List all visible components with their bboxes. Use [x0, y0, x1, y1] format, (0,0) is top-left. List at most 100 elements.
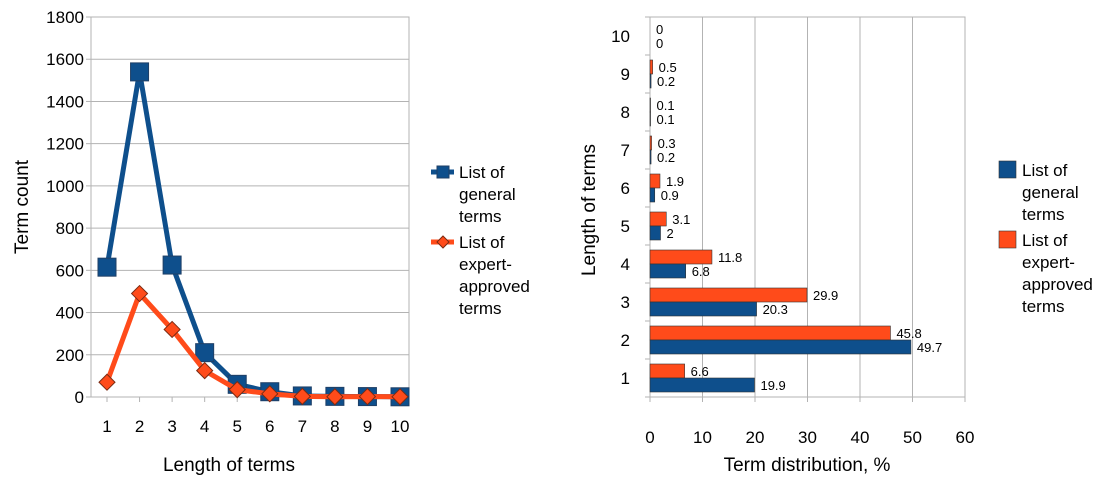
line-chart-y-tick-label: 600 — [56, 261, 84, 280]
legend-label-list-of-general-terms: terms — [459, 207, 502, 226]
line-chart-x-tick-label: 1 — [102, 417, 111, 436]
line-chart-legend: List of general terms List of expert-approve… — [431, 163, 530, 318]
bar-list-of-expert-approved-terms-2 — [649, 325, 891, 341]
data-point-list-of-expert-approved-terms-5 — [228, 380, 246, 399]
legend-label-list-of-expert-approved-terms: expert- — [459, 255, 512, 274]
line-chart-y-axis-label: Term count — [12, 159, 33, 254]
bar-chart-x-tick-label: 0 — [645, 428, 654, 447]
data-point-list-of-expert-approved-terms-6 — [261, 385, 279, 403]
data-point-list-of-expert-approved-terms-7 — [293, 387, 312, 406]
data-label-list-of-expert-approved-terms-8: 0.1 — [657, 98, 675, 113]
bar-list-of-general-terms-9 — [649, 73, 652, 89]
data-point-list-of-general-terms-3 — [162, 255, 182, 275]
line-chart-x-ticks: 1 2 3 4 5 6 7 8 9 10 — [102, 397, 409, 436]
legend-label-list-of-expert-approved-terms: terms — [459, 299, 502, 318]
bar-list-of-general-terms-3 — [649, 301, 757, 317]
data-point-list-of-expert-approved-terms-2 — [130, 284, 149, 303]
bar-list-of-general-terms-2 — [649, 339, 912, 355]
legend-label-list-of-expert-approved-terms: approved — [1022, 275, 1093, 294]
line-chart-x-tick-label: 5 — [232, 417, 241, 436]
data-label-list-of-expert-approved-terms-10: 0 — [656, 22, 663, 37]
bar-chart-y-tick-label: 9 — [621, 65, 630, 84]
bar-chart-y-tick-label: 1 — [621, 369, 630, 388]
line-chart-x-tick-label: 6 — [265, 417, 274, 436]
bar-list-of-expert-approved-terms-6 — [649, 173, 661, 189]
data-label-list-of-expert-approved-terms-1: 6.6 — [691, 364, 709, 379]
legend-label-list-of-expert-approved-terms: List of — [1022, 231, 1068, 250]
bar-chart-y-tick-label: 3 — [621, 293, 630, 312]
bar-chart-y-tick-label: 4 — [621, 255, 630, 274]
line-chart-gridlines — [91, 58, 409, 356]
bar-chart-x-tick-label: 50 — [903, 428, 922, 447]
legend-swatch-marker-list-of-expert-approved-terms — [436, 235, 450, 249]
legend-swatch-marker-list-of-general-terms — [436, 165, 450, 179]
line-chart-x-tick-label: 7 — [298, 417, 307, 436]
legend-label-list-of-expert-approved-terms: expert- — [1022, 253, 1075, 272]
line-chart-y-tick-label: 800 — [56, 219, 84, 238]
bar-list-of-expert-approved-terms-9 — [649, 59, 653, 75]
line-chart-x-axis-label: Length of terms — [163, 455, 295, 476]
data-label-list-of-expert-approved-terms-7: 0.3 — [658, 136, 676, 151]
data-point-list-of-expert-approved-terms-9 — [358, 387, 377, 406]
line-chart-y-tick-label: 1800 — [46, 8, 84, 27]
data-label-list-of-general-terms-7: 0.2 — [657, 150, 675, 165]
line-chart-y-tick-label: 1200 — [46, 135, 84, 154]
line-chart-x-tick-label: 8 — [330, 417, 339, 436]
data-label-list-of-general-terms-8: 0.1 — [657, 112, 675, 127]
data-label-list-of-general-terms-9: 0.2 — [657, 74, 675, 89]
bar-chart-x-tick-label: 20 — [746, 428, 765, 447]
bar-chart-y-tick-label: 2 — [621, 331, 630, 350]
data-label-list-of-general-terms-1: 19.9 — [760, 378, 785, 393]
line-chart-y-ticks: 0 200 400 600 800 1000 1200 1400 1600 1800 — [46, 8, 91, 407]
line-chart-y-tick-label: 1000 — [46, 177, 84, 196]
bar-chart-y-tick-label: 7 — [621, 141, 630, 160]
data-point-list-of-expert-approved-terms-10 — [391, 388, 409, 406]
bar-chart-x-tick-label: 10 — [693, 428, 712, 447]
line-chart-x-tick-label: 2 — [135, 417, 144, 436]
data-point-list-of-general-terms-4 — [195, 343, 215, 363]
legend-label-list-of-general-terms: general — [1022, 183, 1079, 202]
legend-swatch-list-of-general-terms — [998, 160, 1017, 179]
bar-chart-y-axis-label: Length of terms — [579, 144, 600, 276]
bar-chart-y-ticks: 1 2 3 4 5 6 7 8 9 10 — [611, 16, 650, 398]
legend-swatch-list-of-expert-approved-terms — [998, 230, 1017, 249]
bar-list-of-expert-approved-terms-4 — [649, 249, 713, 265]
line-chart-y-tick-label: 400 — [56, 304, 84, 323]
bar-chart-y-tick-label: 10 — [611, 27, 630, 46]
bar-list-of-expert-approved-terms-5 — [649, 211, 667, 227]
line-chart-y-tick-label: 200 — [56, 346, 84, 365]
data-point-list-of-general-terms-2 — [130, 62, 150, 82]
data-label-list-of-expert-approved-terms-4: 11.8 — [718, 250, 742, 265]
data-label-list-of-general-terms-6: 0.9 — [661, 188, 679, 203]
bar-list-of-general-terms-7 — [649, 149, 652, 165]
line-chart-y-tick-label: 1600 — [46, 50, 84, 69]
line-chart-x-tick-label: 4 — [200, 417, 209, 436]
bar-list-of-general-terms-4 — [649, 263, 687, 279]
legend-label-list-of-general-terms: general — [459, 185, 516, 204]
bar-chart-legend: List of general terms List of expert-approve… — [998, 160, 1093, 316]
bar-list-of-expert-approved-terms-7 — [649, 135, 652, 151]
data-point-list-of-expert-approved-terms-4 — [195, 361, 214, 380]
bar-chart-x-tick-label: 30 — [798, 428, 817, 447]
line-chart-y-tick-label: 1400 — [46, 92, 84, 111]
data-point-list-of-expert-approved-terms-1 — [98, 373, 116, 391]
data-label-list-of-general-terms-3: 20.3 — [763, 302, 788, 317]
legend-label-list-of-expert-approved-terms: terms — [1022, 297, 1065, 316]
bar-chart-data-labels: 6.6 19.9 45.849.7 29.9 20.3 11.8 6.8 3.12 1.90.9… — [656, 22, 942, 393]
data-label-list-of-expert-approved-terms-9: 0.5 — [659, 60, 677, 75]
bar-chart-y-tick-label: 5 — [621, 217, 630, 236]
line-chart-x-tick-label: 10 — [391, 417, 410, 436]
line-chart-x-tick-label: 9 — [363, 417, 372, 436]
data-label-list-of-expert-approved-terms-2: 45.8 — [896, 326, 921, 341]
line-chart-y-tick-label: 0 — [75, 388, 84, 407]
data-point-list-of-general-terms-1 — [97, 257, 117, 277]
bar-chart-y-tick-label: 8 — [621, 103, 630, 122]
bar-chart-y-tick-label: 6 — [621, 179, 630, 198]
bar-list-of-expert-approved-terms-1 — [649, 363, 685, 379]
legend-label-list-of-general-terms: List of — [1022, 161, 1068, 180]
data-label-list-of-general-terms-10: 0 — [656, 36, 663, 51]
data-label-list-of-general-terms-2: 49.7 — [917, 340, 942, 355]
legend-label-list-of-expert-approved-terms: approved — [459, 277, 530, 296]
